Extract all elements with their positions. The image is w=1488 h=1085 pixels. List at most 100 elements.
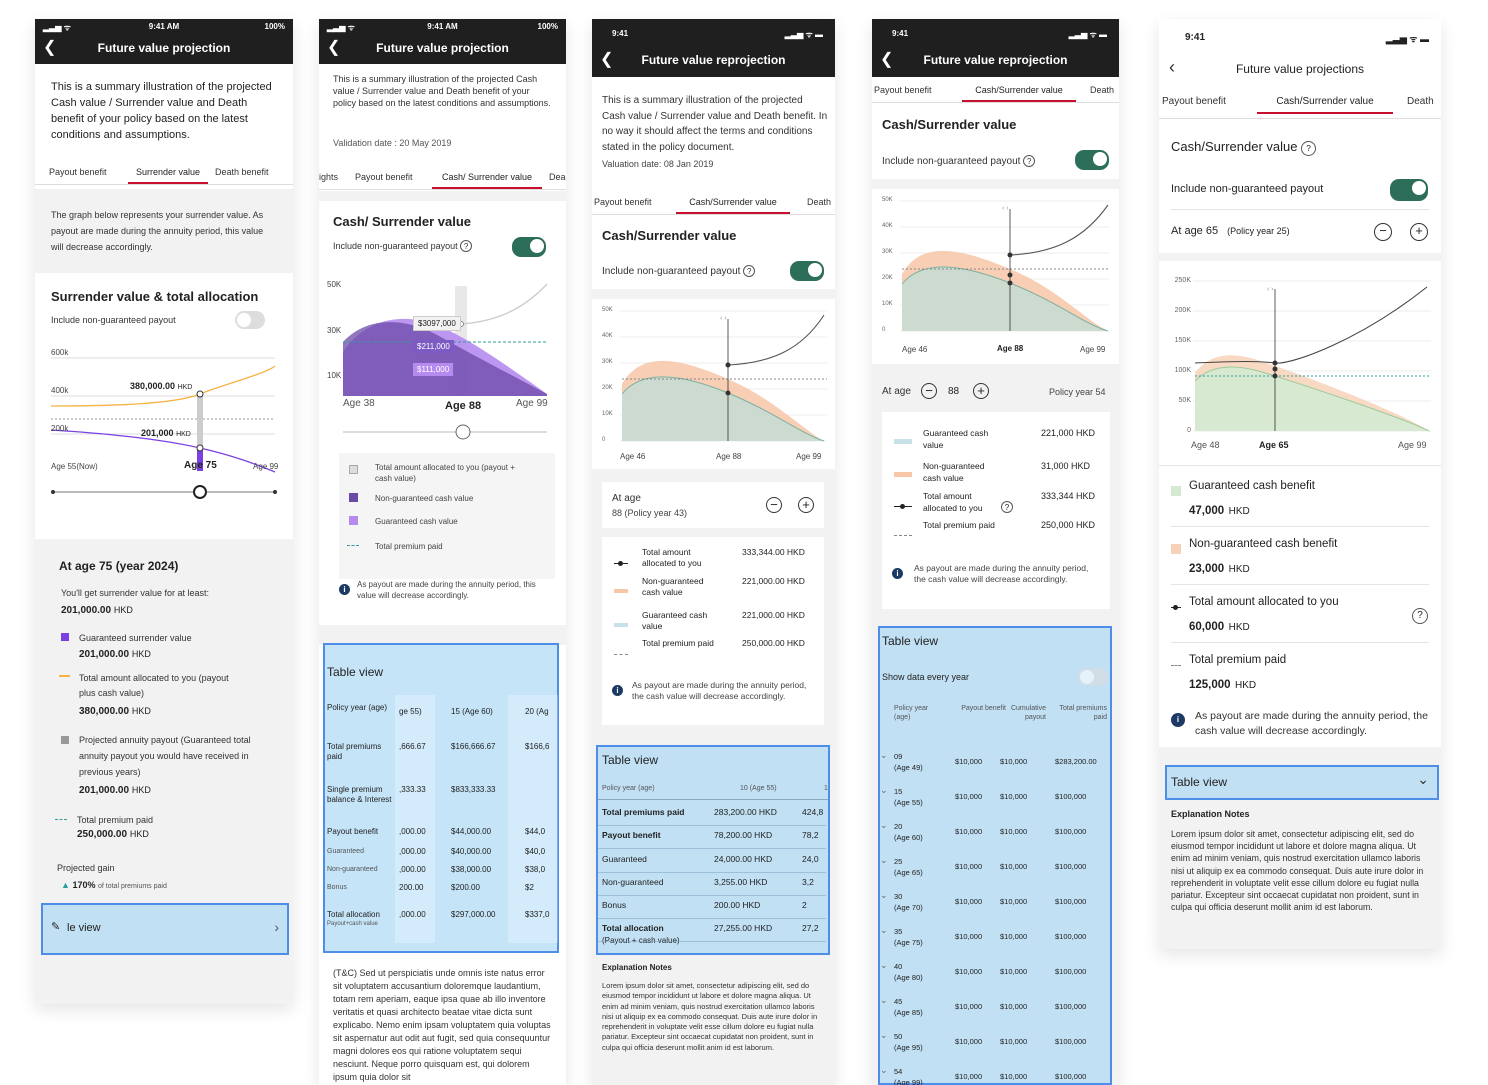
legend-label: Non-guaranteed cash value — [375, 494, 474, 503]
tab-cash-surrender[interactable]: Cash/Surrender value — [676, 197, 790, 214]
intro-text: This is a summary illustration of the pr… — [602, 95, 828, 153]
non-guaranteed-toggle[interactable] — [235, 311, 265, 329]
legend-swatch — [347, 545, 359, 546]
page-title: Future value reprojection — [923, 53, 1068, 67]
legend-swatch — [614, 551, 628, 569]
back-icon[interactable]: ❮ — [600, 51, 614, 68]
valuation-date: Valuation date: 08 Jan 2019 — [602, 159, 714, 169]
tab-cash-surrender[interactable]: Cash/ Surrender value — [432, 172, 542, 189]
tab-death[interactable]: Death — [807, 197, 832, 207]
tab-death[interactable]: Death — [1090, 85, 1115, 95]
table-cell: ,666.67 — [399, 742, 426, 751]
edit-icon: ✎ — [51, 921, 61, 933]
help-icon[interactable]: ? — [1301, 141, 1317, 156]
note-text: As payout are made during the annuity pe… — [632, 680, 807, 701]
include-label: Include non-guaranteed payout — [51, 315, 176, 325]
help-icon[interactable]: ? — [1023, 155, 1036, 167]
chevron-down-icon[interactable]: ⌄ — [880, 890, 888, 900]
non-guaranteed-toggle[interactable] — [1390, 179, 1428, 201]
row-total: $100,000 — [1055, 1002, 1087, 1011]
screen-cash-surrender-v5: 9:41 ▂▃▅ ᯤ ▬ ‹ Future value projections … — [1159, 19, 1441, 949]
table-col-head: Payout benefit — [961, 705, 1006, 712]
chevron-down-icon[interactable]: ⌄ — [880, 925, 888, 935]
x-label-selected: Age 75 — [184, 460, 217, 471]
help-icon[interactable]: ? — [1001, 497, 1013, 515]
row-cumulative: $10,000 — [1000, 792, 1028, 801]
table-view-panel[interactable]: Table view Show data every year Policy y… — [878, 626, 1112, 1085]
tab-cash-surrender[interactable]: Cash/Surrender value — [962, 85, 1076, 102]
tab-death[interactable]: Dea — [549, 172, 566, 182]
show-every-toggle[interactable] — [1078, 668, 1108, 686]
x-label: Age 99 — [253, 462, 279, 471]
cash-chart: ‹ › — [1193, 280, 1431, 432]
legend-swatch — [614, 580, 628, 598]
table-view-panel[interactable]: Table view ge 55) 15 (Age 60) 20 (Ag Policy… — [323, 643, 559, 953]
non-guaranteed-toggle[interactable] — [1075, 150, 1109, 170]
plus-icon[interactable]: + — [973, 383, 989, 399]
table-view-row[interactable]: Table view ⌄ — [1165, 765, 1439, 800]
tabs: Payout benefit Surrender value Death ben… — [35, 159, 293, 185]
table-cell: 283,200.00 HKD — [714, 807, 777, 817]
legend-value: 221,000.00 HKD — [742, 576, 805, 586]
legend-value: 201,000.00 HKD — [79, 785, 151, 796]
chevron-down-icon[interactable]: ⌄ — [880, 995, 888, 1005]
help-icon[interactable]: ? — [1412, 605, 1428, 624]
back-icon[interactable]: ❮ — [43, 39, 57, 56]
table-cell: $166,6 — [525, 742, 550, 751]
tab-death[interactable]: Death — [1407, 96, 1434, 107]
row-age: (Age 49) — [894, 763, 923, 772]
row-divider — [598, 941, 826, 942]
tab-payout[interactable]: Payout benefit — [874, 85, 932, 95]
non-guaranteed-toggle[interactable] — [790, 261, 824, 281]
tab-payout[interactable]: Payout benefit — [49, 167, 107, 177]
table-cell: ,333.33 — [399, 785, 426, 794]
row-cumulative: $10,000 — [1000, 757, 1028, 766]
chevron-down-icon[interactable]: ⌄ — [880, 855, 888, 865]
back-icon[interactable]: ❮ — [880, 51, 894, 68]
table-view-panel[interactable]: Table view Policy year (age) 10 (Age 55)… — [596, 745, 830, 955]
row-year: 15 — [894, 787, 903, 796]
chevron-down-icon[interactable]: ⌄ — [880, 785, 888, 795]
tab-payout[interactable]: Payout benefit — [355, 172, 413, 182]
battery: 100% — [537, 22, 558, 31]
chevron-down-icon[interactable]: ⌄ — [880, 1030, 888, 1040]
plus-icon[interactable]: + — [1410, 223, 1428, 241]
back-icon[interactable]: ❮ — [327, 39, 341, 56]
minus-icon[interactable]: − — [1374, 223, 1392, 241]
tab-death[interactable]: Death benefit — [215, 167, 269, 177]
legend-swatch — [614, 642, 628, 660]
non-guaranteed-toggle[interactable] — [512, 237, 546, 257]
row-cumulative: $10,000 — [1000, 897, 1028, 906]
tab-payout[interactable]: Payout benefit — [594, 197, 652, 207]
chevron-down-icon[interactable]: ⌄ — [880, 1065, 888, 1075]
table-view-row[interactable]: ✎ le view › — [41, 903, 289, 955]
row-year: 20 — [894, 822, 903, 831]
row-age: (Age 70) — [894, 903, 923, 912]
page-title: Future value projections — [1235, 62, 1365, 76]
chevron-down-icon[interactable]: ⌄ — [880, 960, 888, 970]
minus-icon[interactable]: − — [921, 383, 937, 399]
help-icon[interactable]: ? — [460, 240, 473, 252]
legend-label: Total amount allocated to you (payout + … — [375, 463, 515, 483]
tab-payout[interactable]: Payout benefit — [1162, 96, 1226, 107]
chevron-down-icon[interactable]: ⌄ — [880, 750, 888, 760]
y-tick: 30K — [327, 326, 342, 335]
row-payout: $10,000 — [955, 897, 983, 906]
table-cell: 424,8 — [802, 807, 824, 817]
tab[interactable]: ights — [319, 172, 339, 182]
tag-total: $3097,000 — [413, 316, 461, 331]
plus-icon[interactable]: + — [798, 497, 814, 513]
help-icon[interactable]: ? — [743, 265, 756, 277]
screen-surrender-value: ▂▃▅ ᯤ 9:41 AM 100% ❮ Future value projectio… — [35, 19, 293, 1004]
tab-surrender[interactable]: Surrender value — [128, 167, 208, 184]
legend-swatch — [1171, 541, 1181, 559]
row-year: 40 — [894, 962, 903, 971]
legend-divider — [1171, 584, 1429, 585]
back-icon[interactable]: ‹ — [1169, 57, 1175, 77]
tab-cash-surrender[interactable]: Cash/Surrender value — [1257, 96, 1393, 114]
row-total: $100,000 — [1055, 827, 1087, 836]
chevron-down-icon[interactable]: ⌄ — [880, 820, 888, 830]
battery: 100% — [264, 22, 285, 31]
minus-icon[interactable]: − — [766, 497, 782, 513]
legend-value: 380,000.00 HKD — [79, 706, 151, 717]
